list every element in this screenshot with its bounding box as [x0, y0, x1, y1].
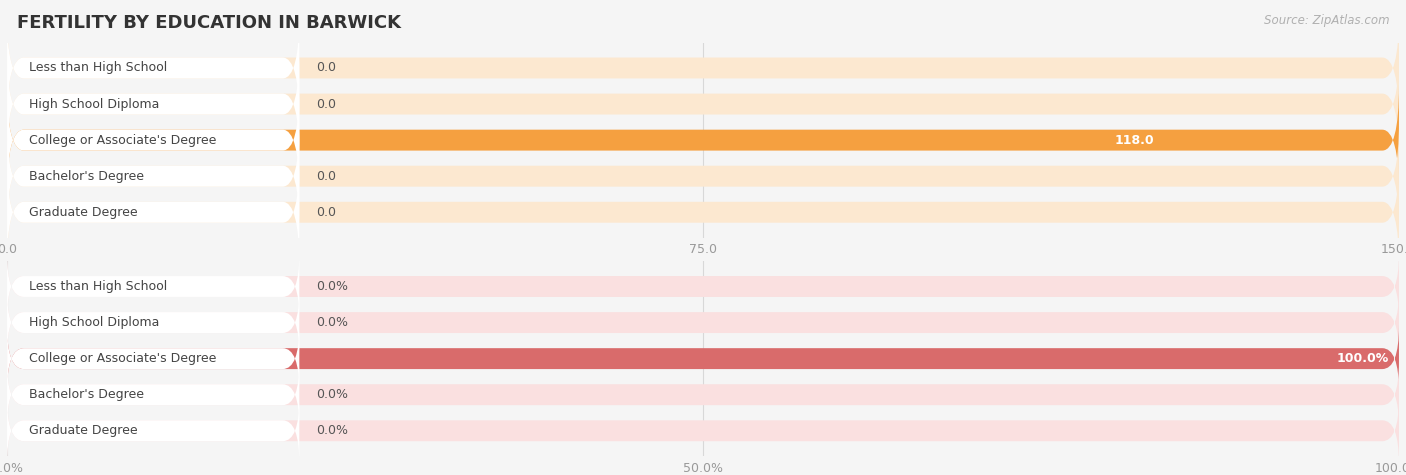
Text: Graduate Degree: Graduate Degree [30, 206, 138, 219]
Text: High School Diploma: High School Diploma [30, 316, 160, 329]
FancyBboxPatch shape [7, 290, 1399, 355]
FancyBboxPatch shape [7, 362, 1399, 428]
FancyBboxPatch shape [7, 122, 1399, 231]
FancyBboxPatch shape [7, 14, 1399, 123]
FancyBboxPatch shape [7, 86, 299, 195]
FancyBboxPatch shape [7, 326, 1399, 391]
Text: 0.0: 0.0 [316, 61, 336, 75]
Text: 0.0%: 0.0% [316, 316, 349, 329]
FancyBboxPatch shape [7, 254, 1399, 319]
Text: Bachelor's Degree: Bachelor's Degree [30, 170, 145, 183]
FancyBboxPatch shape [7, 86, 1399, 195]
FancyBboxPatch shape [7, 254, 299, 319]
Text: College or Associate's Degree: College or Associate's Degree [30, 133, 217, 147]
FancyBboxPatch shape [7, 290, 299, 355]
FancyBboxPatch shape [7, 326, 299, 391]
Text: Less than High School: Less than High School [30, 61, 167, 75]
Text: FERTILITY BY EDUCATION IN BARWICK: FERTILITY BY EDUCATION IN BARWICK [17, 14, 401, 32]
Text: High School Diploma: High School Diploma [30, 97, 160, 111]
FancyBboxPatch shape [7, 49, 299, 159]
Text: Graduate Degree: Graduate Degree [30, 424, 138, 437]
FancyBboxPatch shape [7, 362, 299, 428]
FancyBboxPatch shape [7, 158, 1399, 266]
FancyBboxPatch shape [7, 14, 299, 123]
Text: 0.0%: 0.0% [316, 280, 349, 293]
Text: 0.0%: 0.0% [316, 424, 349, 437]
Text: 0.0: 0.0 [316, 206, 336, 219]
FancyBboxPatch shape [7, 398, 1399, 464]
Text: 118.0: 118.0 [1115, 133, 1154, 147]
Text: Source: ZipAtlas.com: Source: ZipAtlas.com [1264, 14, 1389, 27]
FancyBboxPatch shape [7, 122, 299, 231]
FancyBboxPatch shape [7, 158, 299, 266]
Text: 0.0%: 0.0% [316, 388, 349, 401]
Text: 100.0%: 100.0% [1337, 352, 1389, 365]
FancyBboxPatch shape [7, 398, 299, 464]
FancyBboxPatch shape [7, 49, 1399, 159]
Text: Bachelor's Degree: Bachelor's Degree [30, 388, 145, 401]
Text: 0.0: 0.0 [316, 170, 336, 183]
Text: Less than High School: Less than High School [30, 280, 167, 293]
Text: 0.0: 0.0 [316, 97, 336, 111]
Text: College or Associate's Degree: College or Associate's Degree [30, 352, 217, 365]
